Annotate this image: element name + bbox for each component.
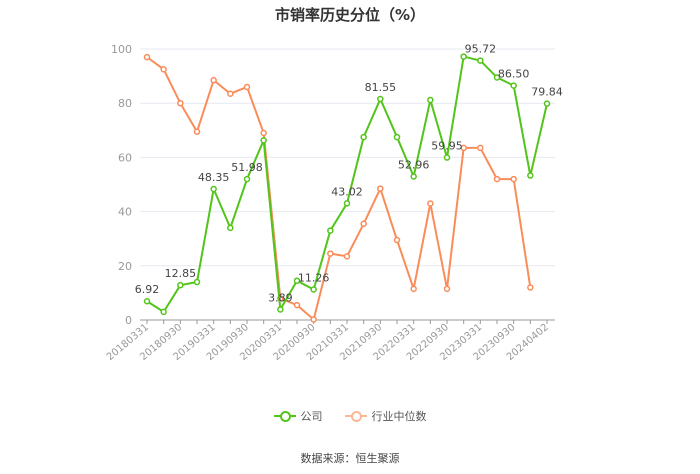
data-point	[243, 175, 251, 183]
data-point	[177, 99, 184, 107]
data-label: 51.98	[231, 161, 263, 174]
data-point	[293, 301, 301, 309]
data-point	[510, 175, 517, 183]
data-point	[310, 316, 317, 323]
data-point	[410, 173, 417, 180]
data-label: 43.02	[331, 185, 363, 198]
chart-title: 市销率历史分位（%）	[274, 6, 426, 24]
data-point	[210, 185, 217, 193]
data-point	[493, 175, 501, 183]
data-point	[227, 224, 234, 232]
data-point	[377, 185, 384, 192]
data-point	[360, 220, 367, 228]
data-point	[443, 154, 451, 161]
data-point	[260, 129, 267, 137]
y-tick-label: 100	[111, 43, 132, 56]
legend: 公司 行业中位数	[0, 408, 700, 424]
y-tick-label: 0	[125, 314, 132, 327]
data-point	[427, 200, 434, 207]
legend-item-industry-median[interactable]: 行业中位数	[344, 408, 427, 424]
data-point	[443, 285, 451, 293]
legend-item-company[interactable]: 公司	[273, 408, 323, 424]
data-point	[177, 281, 184, 289]
data-point	[160, 66, 167, 73]
data-source: 数据来源：恒生聚源	[300, 452, 400, 465]
data-point	[543, 100, 551, 107]
data-label: 3.89	[268, 291, 293, 304]
data-point	[477, 57, 484, 64]
data-point	[343, 253, 351, 260]
y-tick-label: 40	[118, 206, 132, 219]
series-line-company	[146, 55, 548, 314]
data-label: 59.95	[431, 140, 463, 153]
legend-label: 行业中位数	[371, 410, 427, 423]
legend-marker-icon	[344, 411, 367, 422]
data-label: 81.55	[365, 81, 397, 94]
data-point	[143, 53, 151, 61]
data-point	[193, 128, 201, 135]
data-label: 12.85	[165, 267, 197, 280]
data-point	[393, 236, 401, 244]
y-tick-label: 60	[118, 151, 132, 164]
data-label: 79.84	[531, 86, 563, 99]
data-point	[310, 286, 317, 293]
y-tick-label: 80	[118, 97, 132, 110]
data-label: 6.92	[135, 283, 160, 296]
data-point	[260, 137, 267, 144]
data-point	[527, 172, 534, 179]
data-point	[410, 285, 417, 293]
data-point	[327, 250, 334, 257]
data-point	[493, 74, 501, 81]
data-point	[460, 53, 467, 60]
data-point	[427, 96, 434, 104]
legend-marker-icon	[273, 411, 296, 422]
data-label: 86.50	[498, 68, 530, 81]
legend-label: 公司	[300, 410, 323, 423]
data-point	[327, 227, 334, 234]
data-point	[243, 83, 251, 91]
data-point	[160, 308, 167, 316]
data-point	[527, 284, 534, 291]
data-point	[477, 144, 484, 152]
data-label: 95.72	[465, 43, 497, 56]
data-point	[193, 278, 201, 286]
data-point	[510, 82, 517, 89]
data-label: 11.26	[298, 271, 330, 284]
data-point	[293, 277, 301, 284]
data-point	[393, 133, 401, 141]
data-point	[277, 306, 284, 313]
data-point	[343, 200, 351, 207]
data-point	[460, 144, 467, 152]
data-point	[143, 297, 151, 305]
data-point	[377, 95, 384, 103]
data-point	[360, 133, 367, 141]
data-point	[210, 76, 217, 84]
y-tick-label: 20	[118, 260, 132, 273]
data-label: 52.96	[398, 158, 430, 171]
data-label: 48.35	[198, 171, 230, 184]
line-chart: 0204060801002018033120180930201903312019…	[105, 43, 563, 363]
data-point	[227, 90, 234, 97]
